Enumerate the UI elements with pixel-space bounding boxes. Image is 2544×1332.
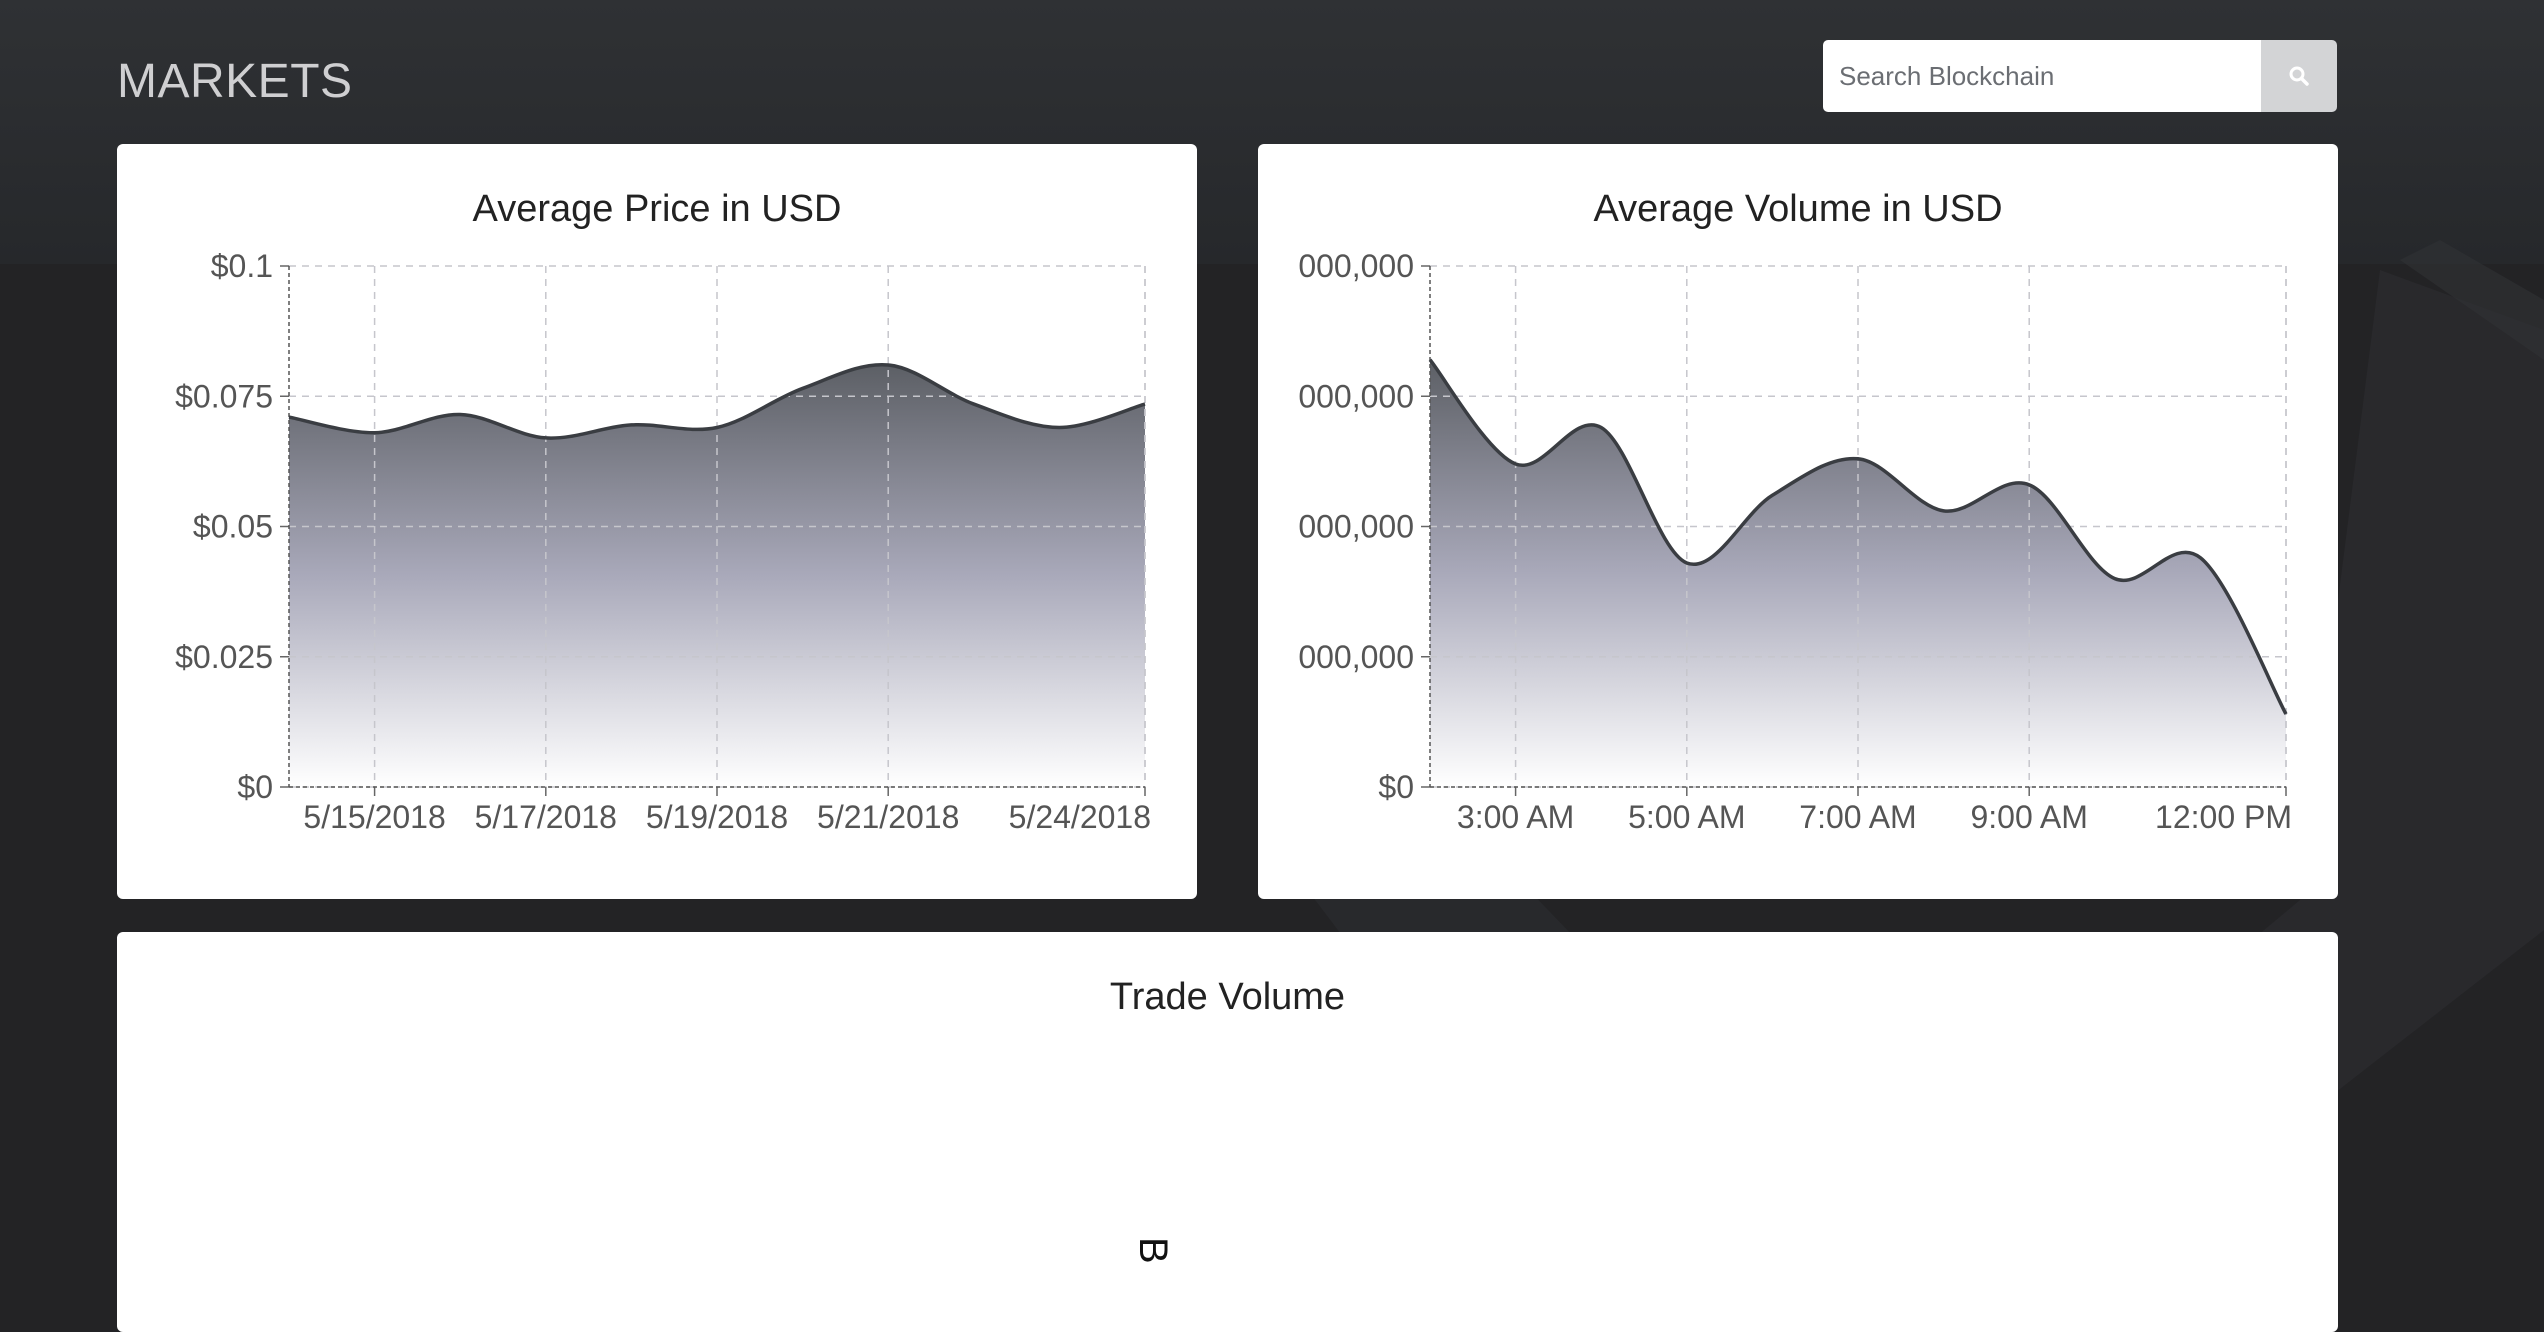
search-icon: [2289, 66, 2309, 86]
search-button[interactable]: [2261, 40, 2337, 112]
x-tick-label: 5/17/2018: [475, 799, 617, 835]
series-line: [1428, 358, 2288, 715]
volume-chart: $0 000,000 000,000 000,000 000,000 3:00 AM 5:0…: [1298, 248, 2292, 835]
x-tick-label: 5/24/2018: [1009, 799, 1151, 835]
area-fill: [1430, 359, 2286, 787]
y-tick-label: $0.025: [175, 639, 273, 675]
chart-title: Average Volume in USD: [1593, 188, 2003, 230]
price-chart-card: Average Price in USD $0 $0.025 $0.05 $0.075…: [117, 144, 1197, 899]
trade-volume-title: Trade Volume: [1109, 976, 1346, 1018]
y-tick-label: $0.05: [193, 509, 273, 545]
y-tick-label: $0.1: [211, 248, 273, 284]
y-tick-label: $0: [1378, 769, 1414, 805]
y-tick-label: 000,000: [1298, 509, 1414, 545]
y-tick-label: 000,000: [1298, 639, 1414, 675]
x-tick-label: 5/19/2018: [646, 799, 788, 835]
series-line: [288, 362, 1146, 440]
y-tick-label: $0.075: [175, 378, 273, 414]
y-tick-label: 000,000: [1298, 378, 1414, 414]
search-input[interactable]: [1823, 40, 2261, 112]
area-fill: [289, 364, 1145, 787]
x-tick-label: 3:00 AM: [1457, 799, 1574, 835]
x-tick-label: 12:00 PM: [2155, 799, 2292, 835]
trade-volume-card: Trade Volume B: [117, 932, 2338, 1332]
volume-chart-card: Average Volume in USD $0 000,000 000,000 00…: [1258, 144, 2338, 899]
x-tick-label: 9:00 AM: [1970, 799, 2087, 835]
page-title: MARKETS: [117, 55, 353, 108]
trade-volume-partial-label: B: [1131, 1237, 1175, 1264]
chart-title: Average Price in USD: [472, 188, 842, 230]
x-tick-label: 5/21/2018: [817, 799, 959, 835]
y-tick-label: 000,000: [1298, 248, 1414, 284]
x-tick-label: 7:00 AM: [1799, 799, 1916, 835]
x-tick-label: 5:00 AM: [1628, 799, 1745, 835]
x-tick-label: 5/15/2018: [303, 799, 445, 835]
y-tick-label: $0: [237, 769, 273, 805]
search-bar: [1823, 40, 2337, 112]
price-chart: $0 $0.025 $0.05 $0.075 $0.1 5/15/2018 5/17/201…: [175, 248, 1151, 835]
